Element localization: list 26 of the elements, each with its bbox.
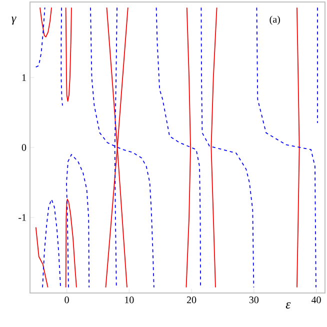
x-tick-label: 40: [311, 296, 321, 304]
line-series: [65, 7, 72, 102]
line-series: [66, 154, 90, 288]
line-series: [200, 7, 254, 288]
y-axis-title: γ: [12, 16, 16, 25]
line-series: [60, 7, 63, 106]
line-series: [40, 7, 52, 38]
line-series: [90, 7, 154, 288]
line-series: [35, 7, 46, 68]
x-tick-label: 30: [249, 296, 259, 304]
y-tick-label: -1: [18, 214, 26, 221]
line-series: [210, 7, 218, 288]
line-series: [256, 7, 316, 288]
x-axis-title: ε: [286, 302, 291, 309]
line-series: [186, 7, 191, 288]
x-tick-label: 0: [64, 296, 69, 304]
line-series: [296, 7, 300, 288]
y-tick-label: 0: [22, 144, 26, 151]
annotation: (a): [270, 16, 280, 25]
x-tick-label: 20: [186, 296, 196, 304]
y-tick-label: 1: [22, 74, 26, 81]
line-series: [65, 198, 77, 288]
line-series: [35, 226, 48, 288]
x-tick-label: 10: [125, 296, 134, 304]
line-series: [42, 198, 62, 288]
line-series: [156, 7, 201, 288]
